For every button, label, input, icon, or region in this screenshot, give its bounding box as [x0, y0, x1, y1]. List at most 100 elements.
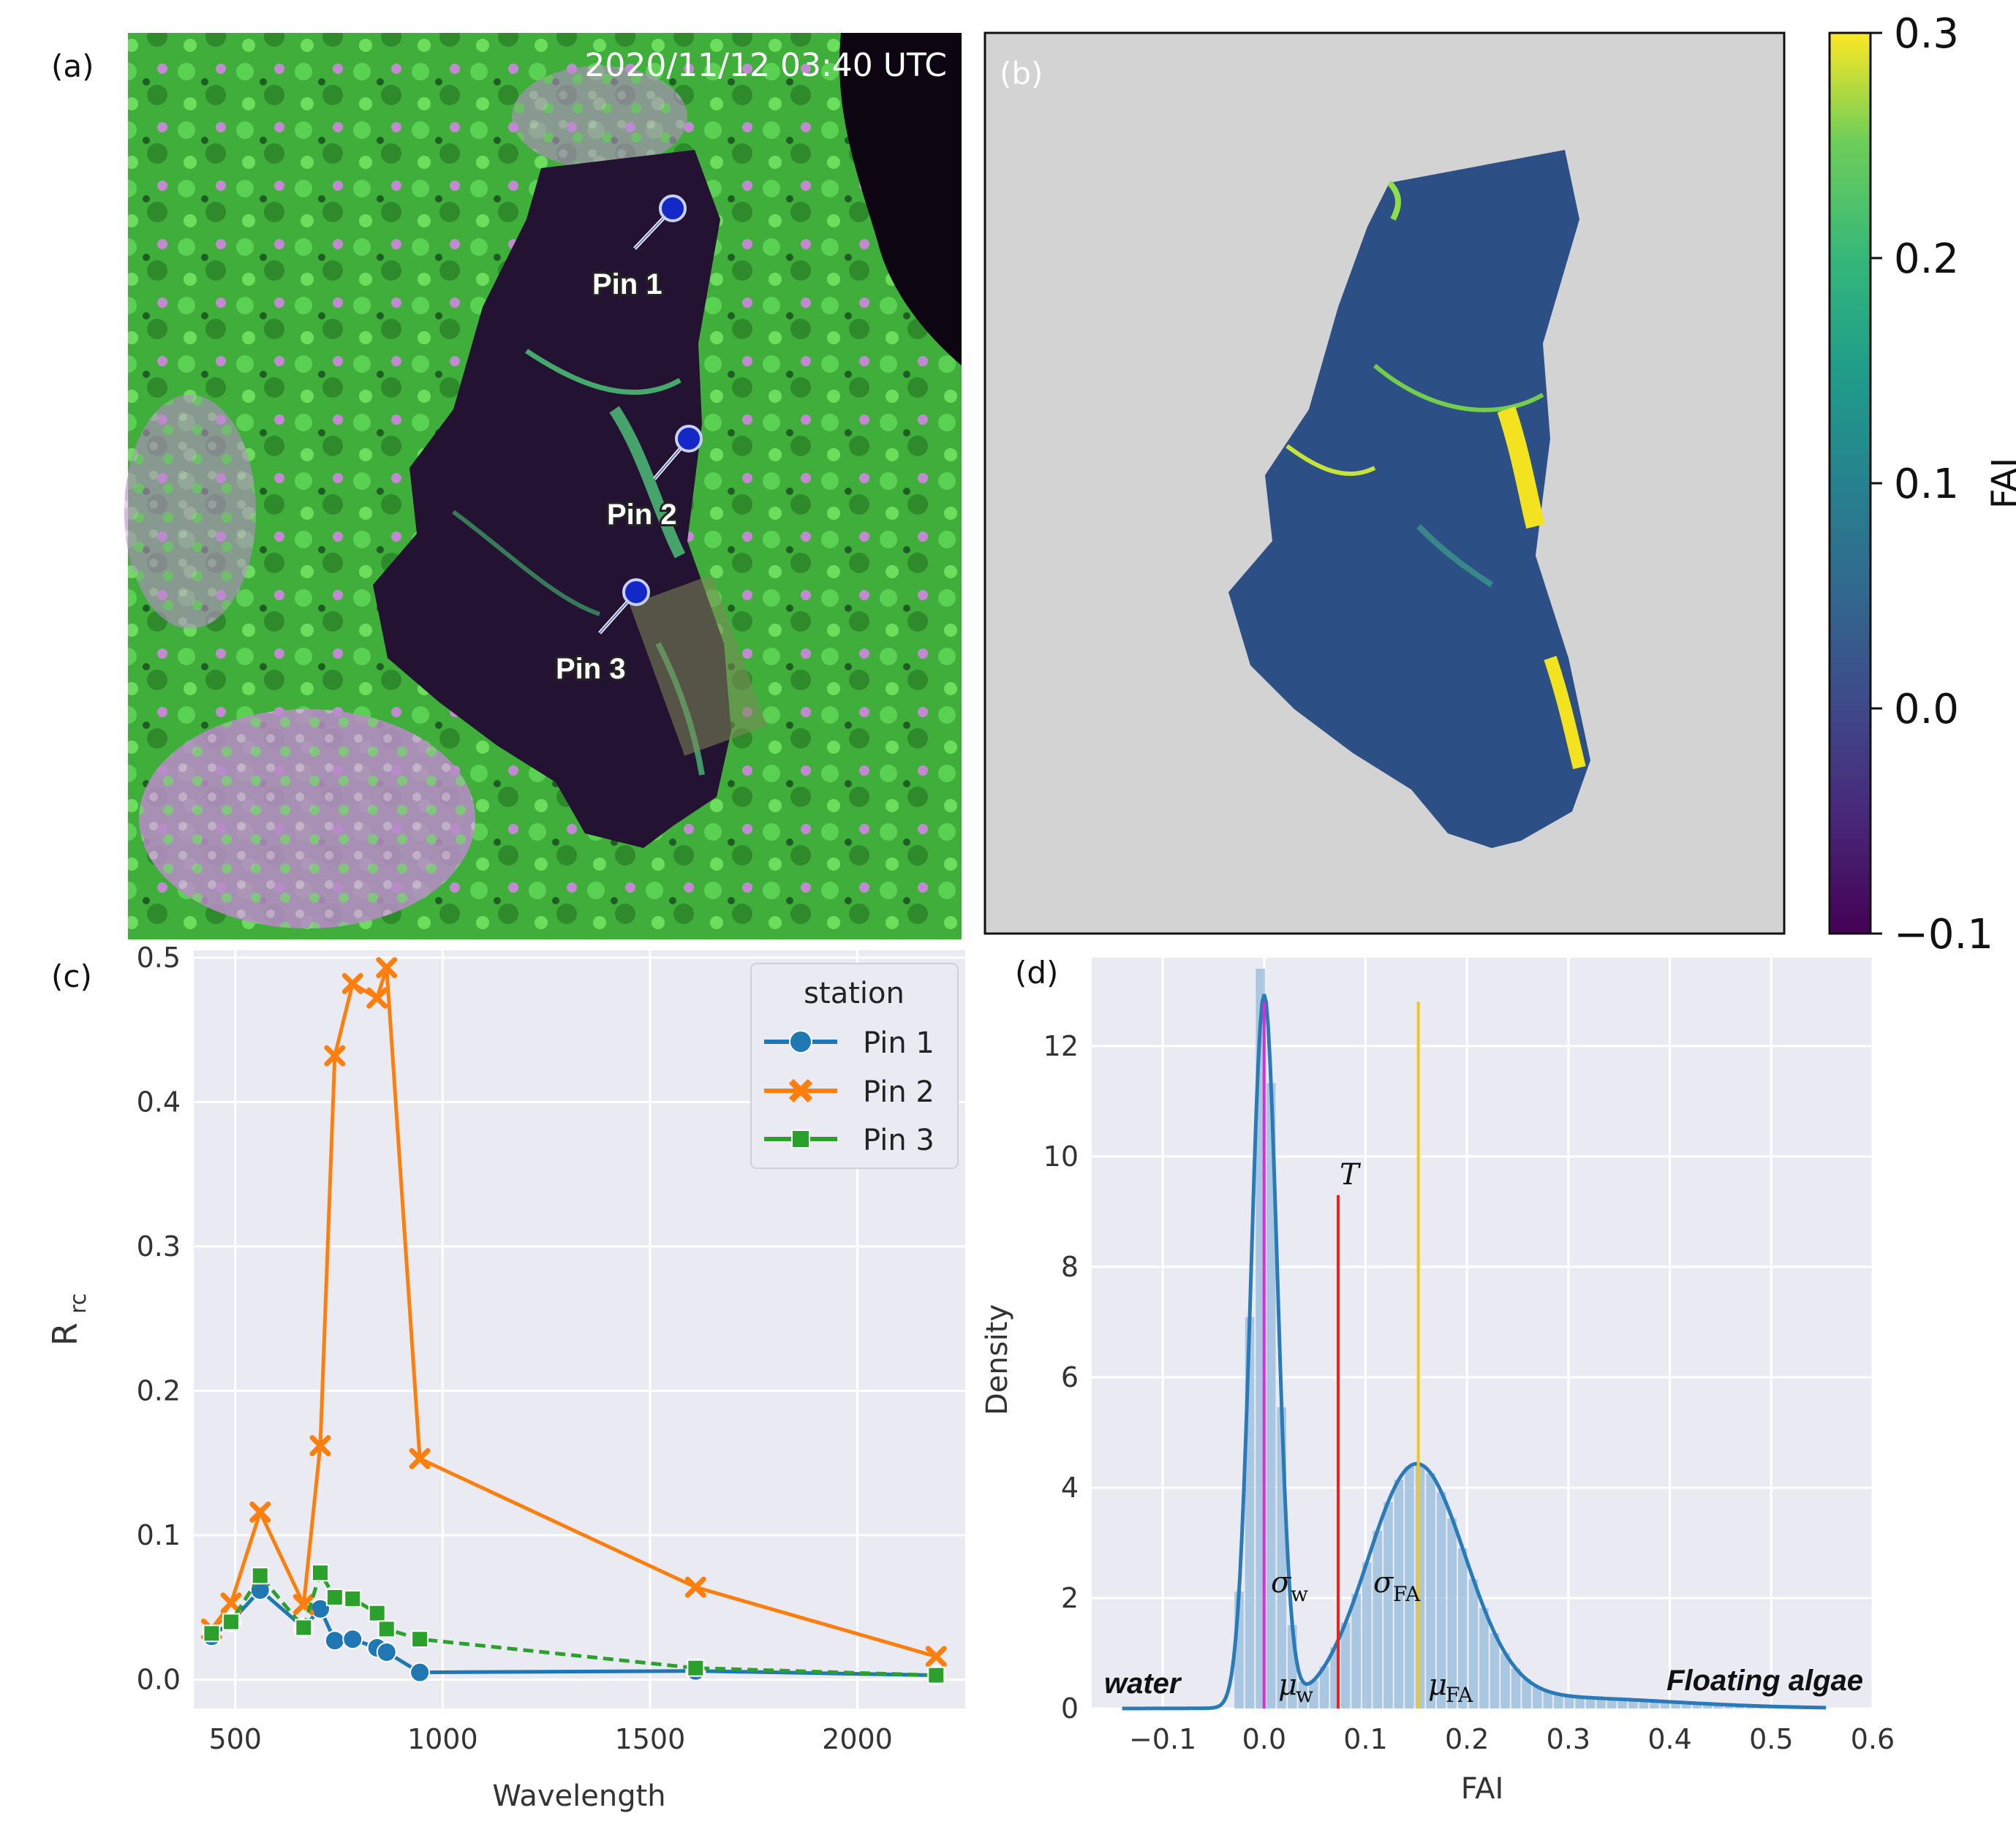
chart-d-ytick-label: 8 [1061, 1251, 1079, 1283]
point-pin-3 [368, 1604, 386, 1622]
point-pin-3 [251, 1567, 269, 1585]
pin-1-label: Pin 1 [592, 268, 662, 300]
histogram-bar [1373, 1530, 1383, 1708]
chart-c-xtick-label: 500 [208, 1723, 262, 1755]
chart-c-ytick-label: 0.1 [137, 1519, 181, 1551]
chart-d-ticks: −0.1 0.0 0.1 0.2 0.3 0.4 0.5 0.6 0 2 4 6 8 10 12 [1043, 1030, 1895, 1755]
chart-c-ytick-label: 0.0 [137, 1663, 181, 1695]
chart-d-xtick-label: 0.5 [1749, 1723, 1793, 1755]
mu-w-symbol: μ [1278, 1668, 1297, 1702]
histogram-bar [1575, 1697, 1585, 1708]
panel-a-letter: (a) [51, 48, 94, 84]
pin-2-marker[interactable]: Pin 2 [605, 425, 703, 533]
legend-label-pin-3: Pin 3 [863, 1124, 935, 1157]
histogram-bar [1628, 1700, 1638, 1708]
chart-d-vlines [1262, 1002, 1420, 1708]
chart-c-ylabel-main: R [45, 1322, 85, 1346]
histogram-bar [1490, 1632, 1500, 1708]
histogram-bar [1500, 1653, 1510, 1708]
panel-b-letter: (b) [1000, 56, 1043, 91]
chart-c-xtick-label: 1000 [407, 1723, 478, 1755]
kde-curve [1122, 994, 1827, 1711]
chart-d-xtick-label: −0.1 [1129, 1723, 1196, 1755]
chart-d-kde [1122, 994, 1827, 1711]
panel-d-letter: (d) [1015, 955, 1058, 991]
histogram-bar [1468, 1579, 1479, 1708]
chart-c-xtick-label: 2000 [822, 1723, 893, 1755]
chart-d-ylabel: Density [981, 1304, 1014, 1415]
satellite-image [124, 33, 962, 939]
histogram-bar [1564, 1695, 1574, 1708]
histogram-bar [1362, 1562, 1372, 1708]
chart-c-legend: station Pin 1 Pin 2 Pin 3 [750, 963, 959, 1169]
point-pin-1 [376, 1641, 397, 1662]
histogram-bar [1585, 1698, 1596, 1708]
histogram-bar [1639, 1700, 1649, 1708]
colorbar-tick-label: 0.3 [1894, 10, 1959, 58]
chart-c-ytick-label: 0.5 [137, 942, 181, 974]
point-pin-1 [324, 1630, 345, 1651]
colorbar-tick-label: 0.0 [1894, 686, 1959, 733]
threshold-label: T [1340, 1158, 1362, 1192]
legend-entry-pin-3: Pin 3 [764, 1124, 935, 1157]
sigma-fa-label: σ FA [1373, 1566, 1421, 1606]
chart-c-series [200, 957, 947, 1686]
histogram-bar [1596, 1698, 1606, 1708]
sigma-fa-sub: FA [1393, 1582, 1421, 1606]
point-pin-3 [295, 1619, 313, 1637]
chart-c-ytick-label: 0.4 [137, 1086, 181, 1118]
histogram-bar [1522, 1679, 1531, 1708]
chart-c-ylabel-sub: rc [66, 1293, 91, 1314]
chart-c-grid [194, 950, 965, 1708]
point-pin-2 [366, 987, 388, 1009]
chart-d-xtick-label: 0.0 [1242, 1723, 1286, 1755]
point-pin-2 [341, 972, 363, 994]
point-pin-3 [344, 1589, 362, 1608]
chart-d-xtick-label: 0.3 [1547, 1723, 1590, 1755]
point-pin-2 [249, 1501, 271, 1523]
sigma-w-label: σ w [1271, 1566, 1308, 1606]
mu-fa-sub: FA [1446, 1683, 1473, 1707]
legend-label-pin-2: Pin 2 [863, 1075, 935, 1109]
point-pin-3 [222, 1613, 241, 1631]
panel-d: (d) −0.1 0.0 0.1 0.2 0.3 0.4 0.5 0.6 0 2 4 6 8 10 12 F… [981, 955, 1895, 1806]
fai-map-lake [1228, 150, 1590, 848]
point-pin-3 [687, 1659, 705, 1677]
histogram-bar [1436, 1492, 1446, 1708]
point-pin-2 [684, 1576, 706, 1598]
chart-c-ticks: 500 1000 1500 2000 0.0 0.1 0.2 0.3 0.4 0.5 [137, 942, 893, 1755]
lake-water [373, 150, 731, 848]
histogram-bar [1383, 1502, 1393, 1708]
mu-fa-label: μ FA [1428, 1668, 1473, 1707]
chart-d-histogram [1234, 969, 1787, 1708]
pin-3-marker[interactable]: Pin 3 [554, 578, 650, 687]
point-pin-3 [377, 1620, 396, 1638]
histogram-bar [1447, 1518, 1457, 1708]
legend-entry-pin-2: Pin 2 [764, 1075, 935, 1109]
histogram-bar [1394, 1479, 1404, 1708]
legend-label-pin-1: Pin 1 [863, 1026, 935, 1060]
chart-d-ytick-label: 6 [1061, 1361, 1079, 1393]
water-class-label: water [1104, 1668, 1182, 1700]
histogram-bar [1702, 1703, 1713, 1708]
histogram-bar [1426, 1473, 1435, 1708]
histogram-bar [1554, 1694, 1563, 1708]
histogram-bar [1319, 1666, 1329, 1708]
histogram-bar [1532, 1687, 1542, 1708]
point-pin-3 [311, 1564, 329, 1582]
chart-d-ytick-label: 0 [1061, 1692, 1079, 1725]
histogram-bar [1713, 1704, 1724, 1708]
chart-d-xtick-label: 0.1 [1343, 1723, 1387, 1755]
point-pin-2 [324, 1045, 346, 1067]
colorbar-tick-label: 0.2 [1894, 235, 1959, 283]
colorbar [1828, 31, 1872, 935]
sigma-fa-symbol: σ [1373, 1566, 1394, 1600]
floating-algae-class-label: Floating algae [1666, 1665, 1863, 1697]
chart-d-ytick-label: 4 [1061, 1472, 1079, 1504]
chart-d-ytick-label: 10 [1043, 1140, 1079, 1173]
point-pin-2 [376, 957, 398, 979]
histogram-bar [1607, 1698, 1617, 1708]
histogram-bar [1458, 1548, 1468, 1708]
pin-1-marker[interactable]: Pin 1 [590, 194, 687, 303]
